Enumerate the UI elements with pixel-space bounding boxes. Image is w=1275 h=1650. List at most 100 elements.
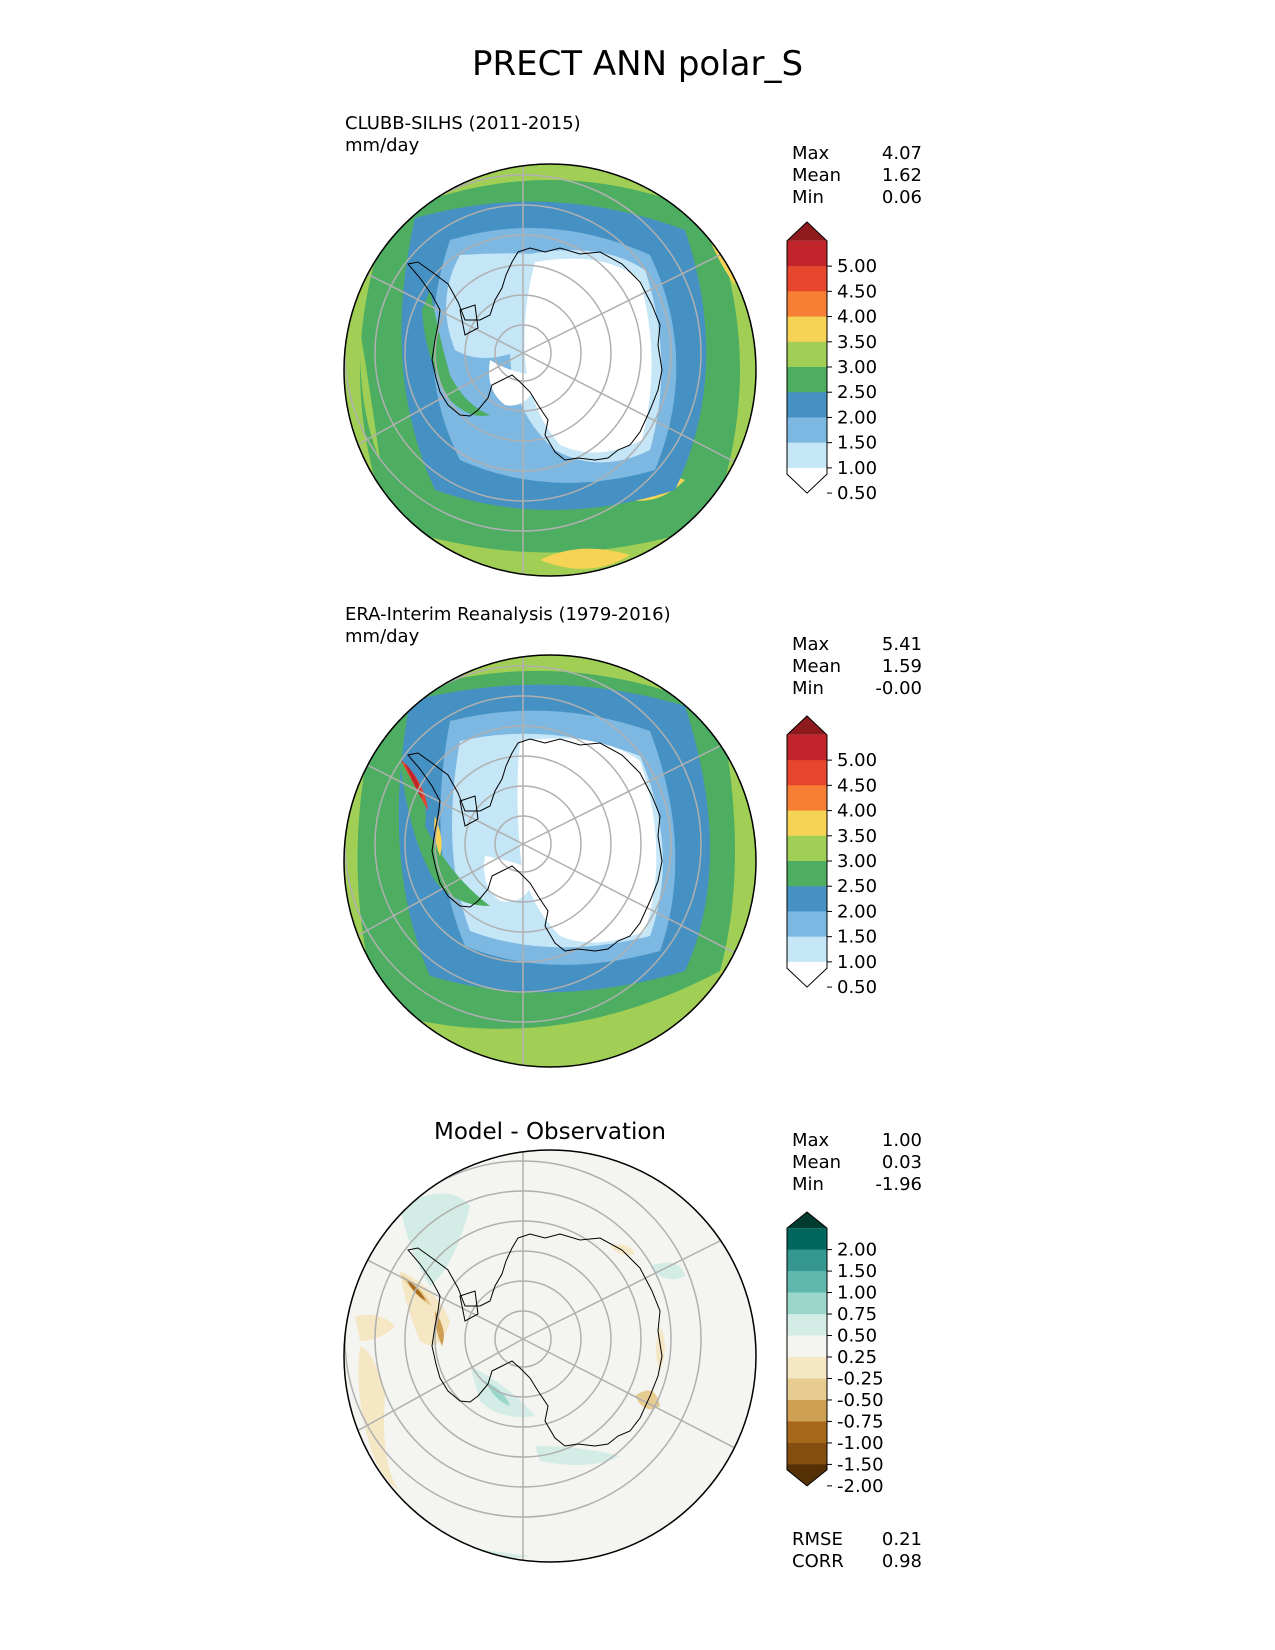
panel-3-metrics: RMSE 0.21 CORR 0.98 (792, 1529, 922, 1573)
panel-2-units: mm/day (345, 626, 420, 647)
stat-label: Mean (792, 656, 842, 677)
colorbar-extend-min (787, 961, 827, 988)
colorbar-tick-label: 2.00 (837, 901, 877, 922)
colorbar-segment (787, 1421, 827, 1444)
colorbar-tick-label: 4.00 (837, 307, 877, 328)
colorbar-segment (787, 1249, 827, 1272)
stat-label: Mean (792, 1152, 842, 1173)
colorbar-segment (787, 1399, 827, 1422)
colorbar-tick-label: 0.75 (837, 1304, 877, 1325)
panel-2-map-border (343, 654, 757, 1068)
colorbar-segment (787, 316, 827, 343)
colorbar-tick-label: -2.00 (837, 1476, 884, 1497)
panel-3-difference-field (344, 1150, 756, 1562)
colorbar-tick-label: 0.50 (837, 977, 877, 998)
colorbar-tick-label: -1.50 (837, 1454, 884, 1475)
colorbar-segment (787, 1314, 827, 1337)
colorbar-segment (787, 1335, 827, 1358)
stat-value: 5.41 (881, 634, 922, 655)
panel-3-stats: Max 1.00 Mean 0.03 Min -1.96 (792, 1130, 922, 1196)
colorbar-segment (787, 810, 827, 837)
colorbar-segment (787, 392, 827, 418)
colorbar-segment (787, 1378, 827, 1401)
panel-1-colorbar: 5.00 4.50 4.00 3.50 3.00 2.50 2.00 1.50 1.00 0.50 (786, 221, 877, 504)
colorbar-outline (786, 221, 828, 494)
colorbar-segment (787, 936, 827, 963)
colorbar-tick-label: -1.00 (837, 1433, 884, 1454)
colorbar-segment (787, 367, 827, 393)
panel-2-stats: Max 5.41 Mean 1.59 Min -0.00 (792, 634, 922, 700)
colorbar-tick-label: 5.00 (837, 750, 877, 771)
panel-2-coastline (407, 738, 663, 952)
stat-label: Min (792, 187, 824, 208)
stat-label: Max (792, 143, 830, 164)
colorbar-tick-label: 1.50 (837, 433, 877, 454)
panel-2-polar-map (343, 654, 757, 1068)
colorbar-segment (787, 291, 827, 318)
colorbar-segment (787, 1357, 827, 1379)
colorbar-tick-label: -0.75 (837, 1411, 884, 1432)
colorbar-segment (787, 442, 827, 469)
colorbar-tick-label: -0.50 (837, 1390, 884, 1411)
panel-2-case-name: ERA-Interim Reanalysis (1979-2016) (345, 604, 671, 625)
colorbar-extend-min (787, 1464, 827, 1486)
stat-value: 0.03 (881, 1152, 922, 1173)
stat-value: 1.59 (881, 656, 922, 677)
stat-label: Min (792, 1174, 824, 1195)
colorbar-tick-label: 3.00 (837, 851, 877, 872)
colorbar-tick-label: 0.50 (837, 1326, 877, 1347)
colorbar-segment (787, 1271, 827, 1294)
panel-3-colorbar: 2.001.501.000.750.500.25-0.25-0.50-0.75-… (786, 1211, 884, 1497)
colorbar-tick-label: 0.25 (837, 1347, 877, 1368)
figure-title: PRECT ANN polar_S (471, 44, 804, 84)
panel-1-polar-map (343, 163, 757, 577)
colorbar-segment (787, 417, 827, 444)
colorbar-segment (787, 785, 827, 812)
stat-label: Max (792, 1130, 830, 1151)
colorbar-tick-label: 3.50 (837, 332, 877, 353)
colorbar-segment (787, 266, 827, 292)
colorbar-segment (787, 341, 827, 368)
panel-2-precip-field (344, 655, 756, 1067)
colorbar-segment (787, 886, 827, 912)
panel-1-map-border (343, 163, 757, 577)
colorbar-tick-label: 4.50 (837, 281, 877, 302)
panel-2-title: ERA-Interim Reanalysis (1979-2016) mm/da… (345, 604, 671, 648)
colorbar-outline (786, 1211, 828, 1487)
colorbar-segment (787, 240, 827, 267)
metric-value: 0.98 (881, 1551, 922, 1572)
colorbar-tick-label: 3.00 (837, 357, 877, 378)
colorbar-tick-label: 1.00 (837, 952, 877, 973)
colorbar-extend-max (787, 716, 827, 735)
colorbar-tick-label: 4.50 (837, 775, 877, 796)
metric-label: RMSE (792, 1529, 843, 1550)
colorbar-tick-label: 0.50 (837, 483, 877, 504)
colorbar-segment (787, 1292, 827, 1315)
panel-1-precip-field (344, 164, 756, 576)
colorbar-tick-label: 2.50 (837, 382, 877, 403)
colorbar-tick-label: 1.50 (837, 1261, 877, 1282)
stat-value: 4.07 (881, 143, 922, 164)
panel-3-map-border (343, 1149, 757, 1563)
colorbar-tick-label: 1.00 (837, 458, 877, 479)
colorbar-segment (787, 760, 827, 786)
colorbar-extend-max (787, 1212, 827, 1229)
stat-label: Mean (792, 165, 842, 186)
metric-value: 0.21 (881, 1529, 922, 1550)
metric-label: CORR (792, 1551, 844, 1572)
panel-1-units: mm/day (345, 135, 420, 156)
colorbar-segment (787, 1228, 827, 1251)
colorbar-extend-min (787, 467, 827, 494)
panel-2-colorbar: 5.00 4.50 4.00 3.50 3.00 2.50 2.00 1.50 1.00 0.50 (786, 715, 877, 998)
stat-value: 1.62 (881, 165, 922, 186)
colorbar-tick-label: 2.00 (837, 1240, 877, 1261)
stat-value: -1.96 (875, 1174, 922, 1195)
panel-1-stats: Max 4.07 Mean 1.62 Min 0.06 (792, 143, 922, 209)
stat-value: -0.00 (875, 678, 922, 699)
colorbar-segment (787, 734, 827, 761)
panel-1-case-name: CLUBB-SILHS (2011-2015) (345, 113, 581, 134)
colorbar-tick-label: -0.25 (837, 1368, 884, 1389)
colorbar-tick-label: 2.00 (837, 407, 877, 428)
colorbar-tick-label: 1.00 (837, 1283, 877, 1304)
panel-1-title: CLUBB-SILHS (2011-2015) mm/day (345, 113, 581, 157)
